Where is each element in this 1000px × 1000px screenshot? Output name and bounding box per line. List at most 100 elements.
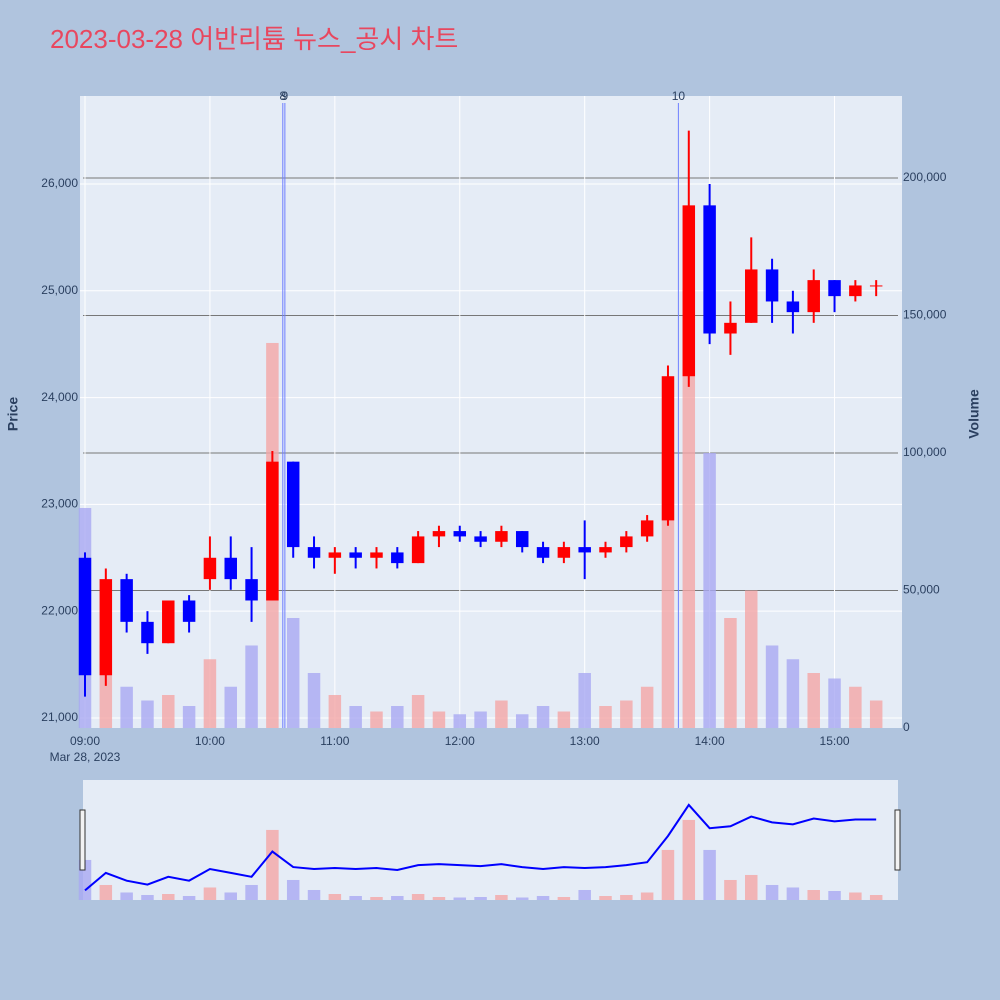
- slider-volume-bar: [349, 895, 362, 900]
- candle-body: [745, 269, 758, 323]
- slider-volume-bar: [620, 894, 633, 900]
- slider-volume-bar: [495, 894, 508, 900]
- y-tick-label: 26,000: [41, 176, 78, 190]
- candle-body: [286, 461, 300, 548]
- x-tick-label: 12:00: [445, 734, 475, 748]
- volume-bar: [141, 700, 154, 728]
- candle-body: [162, 600, 175, 644]
- slider-volume-bar: [765, 884, 779, 900]
- candle-body: [620, 536, 633, 548]
- y-tick-label: 22,000: [41, 603, 78, 617]
- candle-body: [141, 621, 154, 644]
- volume-bar: [286, 617, 300, 728]
- volume-bar: [349, 705, 362, 728]
- candle-body: [661, 376, 675, 521]
- candle-body: [245, 579, 258, 601]
- volume-bar: [786, 659, 800, 728]
- candle-body: [307, 547, 321, 558]
- volume-bar: [807, 672, 820, 728]
- slider-volume-bar: [849, 892, 862, 900]
- candle-body: [120, 579, 133, 622]
- volume-bar: [162, 694, 175, 728]
- candle-body: [432, 531, 446, 537]
- y2-tick-label: 0: [903, 720, 910, 734]
- news-marker-label: 10: [672, 89, 686, 103]
- volume-bar: [703, 452, 716, 728]
- slider-handle[interactable]: [79, 809, 86, 871]
- slider-volume-bar: [786, 887, 800, 900]
- candle-body: [203, 557, 217, 580]
- volume-bar: [640, 686, 654, 728]
- volume-bar: [391, 705, 404, 728]
- slider-volume-bar: [266, 829, 279, 900]
- news-marker-label: 9: [282, 89, 289, 103]
- volume-bar: [849, 686, 862, 728]
- volume-bar: [453, 714, 467, 728]
- slider-price-line: [84, 803, 877, 892]
- y-tick-label: 21,000: [41, 710, 78, 724]
- candle-body: [578, 547, 591, 553]
- y2-tick-label: 50,000: [903, 583, 940, 597]
- slider-volume-bar: [245, 884, 258, 900]
- volume-bar: [599, 705, 612, 728]
- x-date-label: Mar 28, 2023: [50, 750, 121, 764]
- candle-body: [99, 579, 113, 676]
- candle-body: [411, 536, 425, 564]
- volume-bar: [328, 694, 342, 728]
- slider-volume-bar: [807, 889, 820, 900]
- slider-volume-bar: [474, 896, 487, 900]
- x-tick-label: 15:00: [820, 734, 850, 748]
- y-tick-label: 23,000: [41, 497, 78, 511]
- slider-volume-bar: [557, 896, 571, 900]
- slider-volume-bar: [141, 894, 154, 900]
- slider-handle[interactable]: [894, 809, 901, 871]
- slider-volume-bar: [391, 895, 404, 900]
- slider-volume-bar: [411, 893, 425, 900]
- y-tick-label: 25,000: [41, 283, 78, 297]
- volume-bar: [474, 711, 487, 728]
- volume-bar: [411, 694, 425, 728]
- slider-volume-bar: [370, 896, 383, 900]
- chart-title: 2023-03-28 어반리튬 뉴스_공시 차트: [50, 24, 458, 54]
- y2-tick-label: 100,000: [903, 445, 947, 459]
- candle-body: [599, 547, 612, 553]
- x-tick-label: 11:00: [320, 734, 349, 748]
- slider-volume-bar: [828, 890, 841, 900]
- slider-volume-bar: [724, 879, 737, 900]
- candle-body: [349, 552, 362, 558]
- candle-body: [557, 547, 571, 558]
- candle-body: [328, 552, 342, 558]
- candle-body: [682, 205, 696, 377]
- candle-body: [224, 557, 237, 580]
- plot-area: [80, 96, 902, 728]
- x-tick-label: 09:00: [70, 734, 100, 748]
- candle-body: [869, 285, 883, 287]
- range-slider[interactable]: [83, 780, 898, 900]
- volume-bar: [724, 617, 737, 728]
- candle-body: [370, 552, 383, 558]
- slider-volume-bar: [515, 897, 529, 900]
- y2-tick-label: 150,000: [903, 308, 947, 322]
- volume-bar: [515, 714, 529, 728]
- volume-bar: [245, 645, 258, 728]
- x-tick-label: 14:00: [695, 734, 725, 748]
- volume-bar: [745, 590, 758, 728]
- candle-body: [765, 269, 779, 302]
- candle-body: [640, 520, 654, 537]
- slider-volume-bar: [224, 892, 237, 900]
- volume-bar: [620, 700, 633, 728]
- news-marker-label: 8: [279, 89, 286, 103]
- volume-bar: [120, 686, 133, 728]
- slider-volume-bar: [99, 884, 113, 900]
- slider-volume-bar: [536, 895, 550, 900]
- slider-volume-bar: [682, 819, 696, 900]
- volume-bar: [203, 659, 217, 728]
- slider-volume-bar: [182, 895, 196, 900]
- volume-bar: [765, 645, 779, 728]
- candle-body: [453, 531, 467, 537]
- candle-body: [78, 557, 92, 676]
- slider-volume-bar: [869, 894, 883, 900]
- x-tick-label: 13:00: [570, 734, 600, 748]
- candle-body: [703, 205, 716, 334]
